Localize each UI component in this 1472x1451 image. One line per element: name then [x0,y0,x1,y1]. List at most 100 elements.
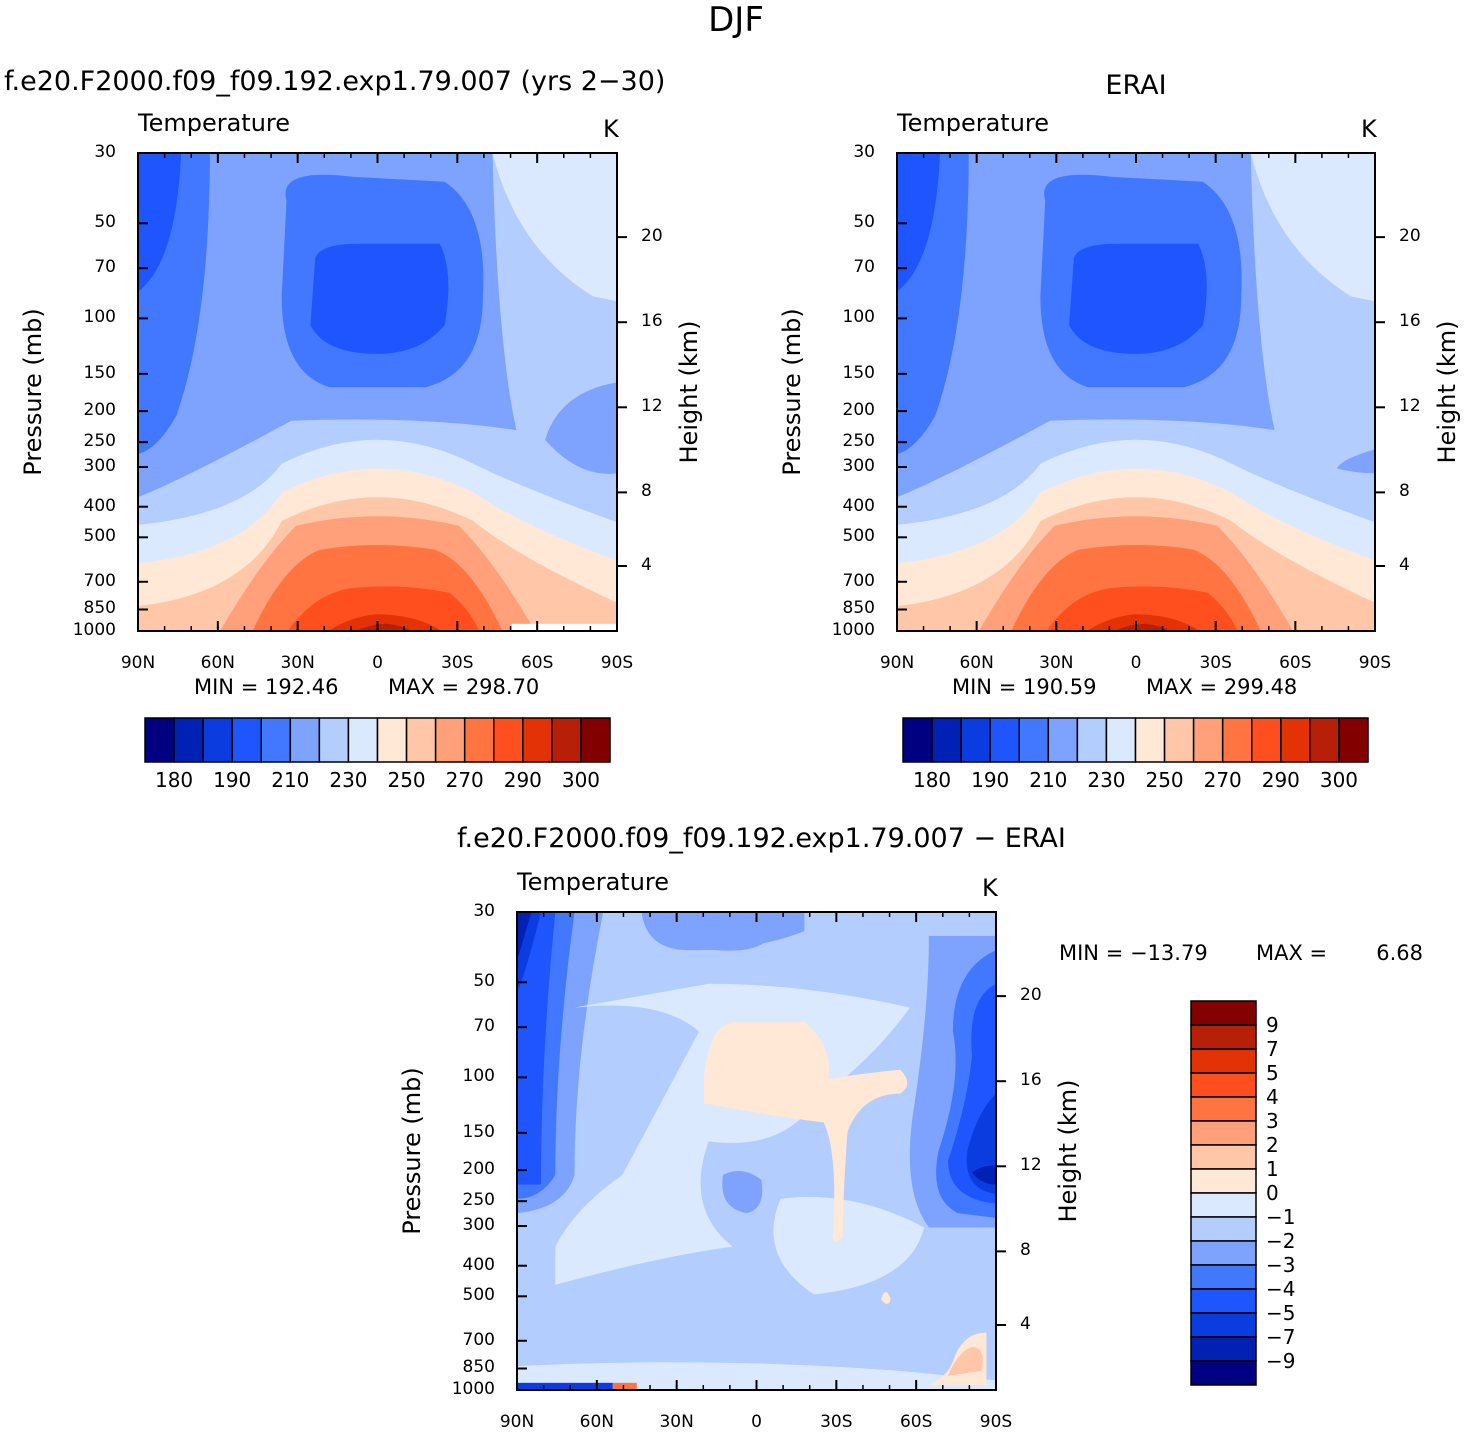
height-tick-label: 16 [1399,311,1421,332]
colorbar-label: 300 [1319,768,1359,792]
colorbar-swatch [1338,717,1369,763]
colorbar-swatch [1190,1264,1257,1290]
band-190-200-core [1069,243,1207,354]
x-tick-label: 60N [579,1412,614,1432]
pressure-tick-label: 700 [83,570,116,591]
x-tick-label: 60N [200,653,236,673]
colorbar-swatch [1134,717,1166,763]
height-tick-label: 4 [641,554,652,575]
colorbar-swatch [1190,1000,1257,1026]
colorbar-label: 270 [445,768,484,792]
colorbar-swatch [1190,1096,1257,1122]
max-readout: MAX = 298.70 [388,675,540,699]
min-readout: MIN = −13.79 [1059,941,1208,965]
colorbar-swatch [434,717,466,763]
pressure-tick-label: 30 [94,142,116,162]
units-label: K [1361,115,1377,143]
pressure-tick-label: 500 [83,526,116,547]
pressure-tick-label: 50 [853,212,875,233]
colorbar-label: 1 [1266,1157,1279,1181]
band-295-300 [328,614,442,631]
height-tick-label: 20 [641,226,663,247]
colorbar-swatch [1280,717,1311,763]
colorbar-swatch [347,717,379,763]
figure-title: DJF [708,0,764,40]
colorbar-label: 190 [971,768,1010,792]
band-plus1-plus2 [948,1347,983,1376]
band-0-minus1-lower [773,1196,925,1295]
colorbar-swatch [931,717,962,763]
colorbar-label: −3 [1266,1253,1296,1277]
colorbar-swatch [902,717,933,763]
max-value: 6.68 [1376,941,1423,965]
pressure-tick-label: 300 [83,456,116,477]
colorbar-swatch [1309,717,1340,763]
height-tick-label: 20 [1399,226,1421,247]
colorbar-swatch [1190,1360,1257,1386]
pressure-tick-label: 300 [842,456,875,477]
contour-field-diff [517,912,996,1390]
band-minus3-center [722,1171,763,1214]
band-upper-right [1308,153,1375,235]
colorbar-label: 210 [271,768,310,792]
band-290-295 [287,586,480,631]
colorbar-swatch [1190,1168,1257,1194]
pressure-tick-label: 850 [842,598,875,619]
band-minus2-top [641,912,777,951]
colorbar-swatch [260,717,292,763]
pressure-tick-label: 250 [83,431,116,452]
colorbar-label: −4 [1266,1277,1296,1301]
band-upper-right [549,153,617,235]
pressure-tick-label: 250 [462,1190,495,1211]
pressure-tick-label: 1000 [72,620,116,640]
colorbar-swatch [376,717,408,763]
pressure-tick-label: 850 [83,598,116,619]
pressure-tick-label: 850 [462,1357,495,1378]
colorbar-swatch [1192,717,1224,763]
pressure-tick-label: 400 [83,495,116,516]
colorbar-swatch [1190,1144,1257,1170]
colorbar-label: −5 [1266,1301,1296,1325]
colorbar-label: 290 [1261,768,1300,792]
pressure-tick-label: 1000 [831,620,875,640]
band-190-200-core [310,243,449,354]
band-190-200-left [138,153,182,292]
pressure-tick-label: 500 [842,526,875,547]
x-tick-label: 90N [879,653,915,673]
pressure-tick-label: 50 [473,971,495,992]
colorbar-horizontal-2 [902,717,1369,763]
x-tick-label: 60S [520,653,554,673]
height-tick-label: 16 [1020,1070,1042,1091]
pressure-tick-label: 50 [94,212,116,233]
colorbar-label: 3 [1266,1109,1279,1133]
colorbar-label: 250 [1145,768,1184,792]
contour-field-p1 [138,153,617,631]
colorbar-label: 230 [1087,768,1126,792]
colorbar-swatch [231,717,262,763]
colorbar-swatch [173,717,204,763]
colorbar-label: 180 [912,768,952,792]
colorbar-swatch [1190,1336,1257,1362]
colorbar-swatch [1076,717,1108,763]
x-tick-label: 30N [659,1412,694,1432]
colorbar-swatch [1190,1120,1257,1146]
height-tick-label: 4 [1399,554,1410,575]
colorbar-label: 9 [1266,1013,1279,1037]
colorbar-vertical [1190,1000,1257,1386]
units-label: K [603,115,619,143]
x-tick-label: 30S [1199,653,1232,673]
height-tick-label: 12 [1399,396,1421,417]
colorbar-swatch [1163,717,1195,763]
x-tick-label: 30S [820,1412,853,1432]
colorbar-swatch [1018,717,1050,763]
x-tick-label: 0 [751,1412,762,1432]
colorbar-swatch [1190,1288,1257,1314]
colorbar-swatch [202,717,233,763]
contour-layers [897,153,1375,631]
height-tick-label: 20 [1020,985,1042,1006]
pressure-tick-label: 500 [462,1285,495,1306]
pressure-tick-label: 700 [462,1329,495,1350]
band-surface-cold [517,1382,613,1390]
variable-label: Temperature [517,868,670,896]
colorbar-swatch [1190,1048,1257,1074]
